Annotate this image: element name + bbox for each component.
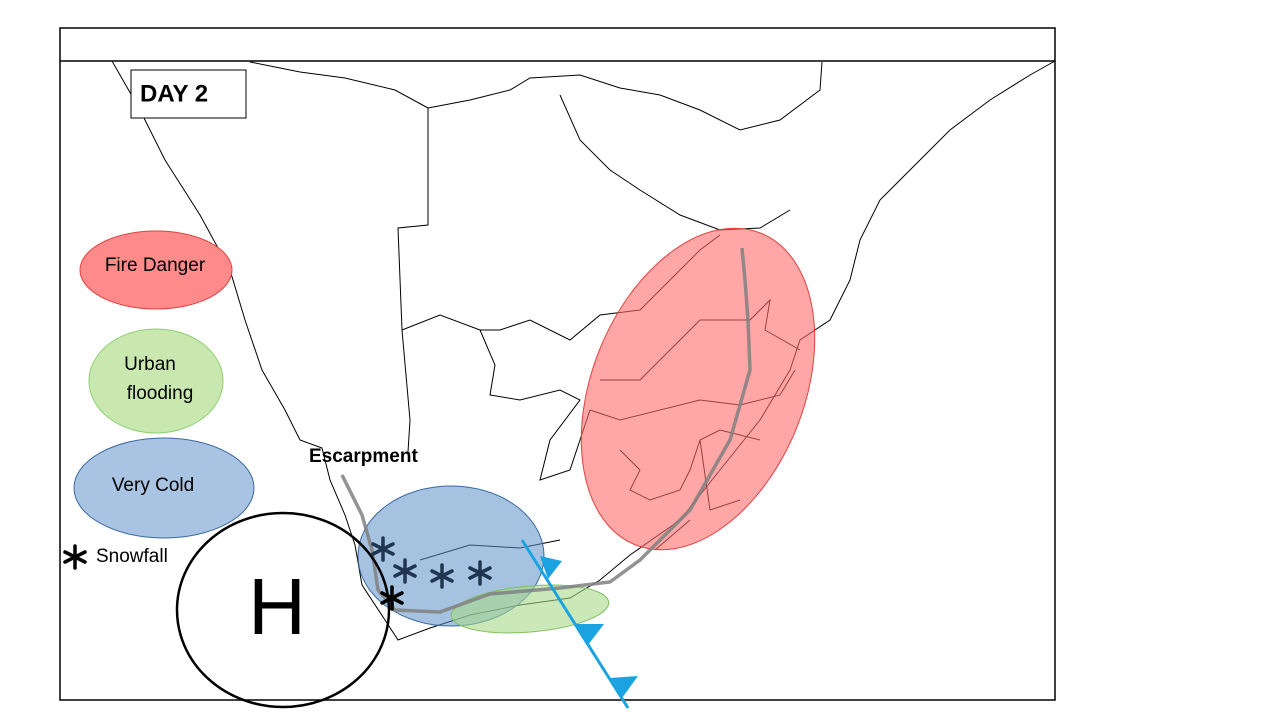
high-pressure-label: H [248, 562, 306, 651]
urban-flooding-area [450, 584, 610, 634]
fire-danger-area [580, 227, 816, 551]
escarpment-line [340, 247, 752, 614]
legend-urban-label: Urban [124, 354, 176, 375]
legend-urban-label: flooding [127, 383, 194, 404]
legend-urban-swatch [88, 328, 224, 434]
legend-cold-label: Very Cold [112, 475, 194, 496]
legend-fire-swatch [79, 230, 233, 310]
legend-snow-label: Snowfall [96, 546, 168, 567]
legend-snow-symbol [63, 544, 87, 570]
map-frame [59, 27, 1056, 701]
snowfall-symbols [371, 536, 492, 611]
front-triangle [576, 624, 604, 645]
front-triangle [610, 676, 638, 698]
legend-fire-label: Fire Danger [105, 255, 206, 276]
title: DAY 2 [140, 80, 208, 107]
high-pressure-circle [175, 511, 391, 709]
front-triangle [540, 556, 562, 579]
cold-front [520, 539, 630, 709]
escarpment-label: Escarpment [309, 446, 418, 467]
legend-cold-swatch [73, 437, 255, 539]
title-box [130, 69, 247, 119]
